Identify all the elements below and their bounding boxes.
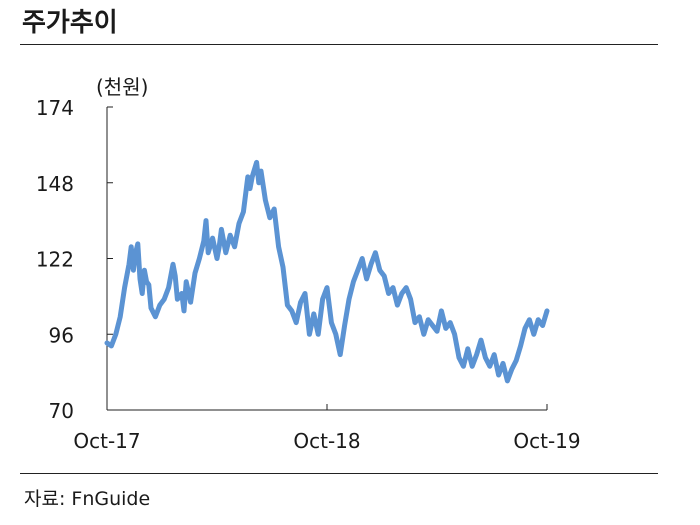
series-lines [104,159,550,384]
x-tick-label: Oct-18 [293,429,360,453]
price-line [104,159,550,384]
source-note: 자료: FnGuide [24,488,151,510]
chart-title: 주가추이 [22,8,118,38]
y-tick-label: 96 [49,323,74,347]
stock-price-chart: (천원) 70 96 122 148 174 Oct-17 Oct-18 Oct-19 [36,75,581,453]
y-tick-label: 174 [36,96,74,120]
x-tick-label: Oct-17 [73,429,140,453]
y-tick-label: 70 [49,399,74,423]
top-divider [20,44,658,45]
bottom-divider [20,473,658,474]
y-tick-label: 122 [36,248,74,272]
axes [106,106,548,411]
y-axis-unit-label: (천원) [96,75,148,99]
x-tick-label: Oct-19 [513,429,580,453]
x-tick-labels: Oct-17 Oct-18 Oct-19 [73,429,580,453]
y-tick-labels: 70 96 122 148 174 [36,96,74,423]
y-tick-label: 148 [36,172,74,196]
